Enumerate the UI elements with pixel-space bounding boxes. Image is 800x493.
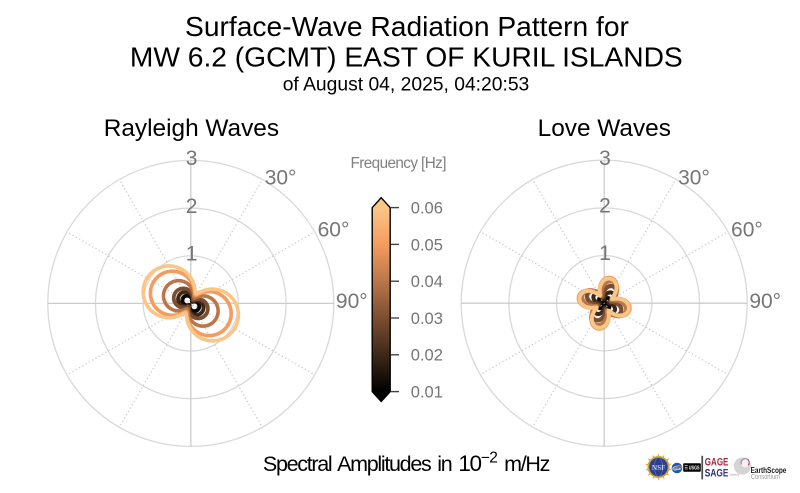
svg-text:Consortium: Consortium [751,472,780,481]
svg-text:NSF: NSF [652,463,666,472]
svg-text:0.04: 0.04 [411,273,443,291]
svg-text:2: 2 [186,195,198,218]
svg-text:90°: 90° [749,290,781,313]
svg-text:0.06: 0.06 [411,200,443,218]
svg-text:EarthScope: EarthScope [751,466,787,475]
svg-text:0.02: 0.02 [411,347,443,365]
svg-text:Love Waves: Love Waves [538,115,671,142]
svg-text:NASA: NASA [674,467,682,471]
svg-text:2: 2 [599,195,611,218]
svg-text:60°: 60° [318,219,350,242]
svg-text:1: 1 [186,242,198,265]
svg-text:0.05: 0.05 [411,236,443,254]
svg-text:Operated by: Operated by [730,472,740,476]
svg-text:MW 6.2 (GCMT) EAST OF KURIL IS: MW 6.2 (GCMT) EAST OF KURIL ISLANDS [130,41,683,73]
svg-text:of August 04, 2025, 04:20:53: of August 04, 2025, 04:20:53 [283,75,530,96]
svg-text:SAGE: SAGE [705,467,729,479]
svg-text:GAGE: GAGE [705,456,729,468]
svg-text:90°: 90° [336,290,368,313]
svg-text:Spectral Amplitudes in 10−2 m/: Spectral Amplitudes in 10−2 m/Hz [263,450,550,477]
svg-text:Rayleigh Waves: Rayleigh Waves [104,115,279,142]
svg-text:Frequency [Hz]: Frequency [Hz] [351,155,447,172]
svg-text:30°: 30° [678,166,710,189]
svg-text:30°: 30° [265,167,297,190]
svg-text:1: 1 [599,242,611,265]
svg-text:Surface-Wave Radiation Pattern: Surface-Wave Radiation Pattern for [185,10,629,42]
svg-text:3: 3 [599,147,611,170]
svg-text:60°: 60° [731,219,763,242]
svg-text:0.03: 0.03 [411,310,443,328]
svg-text:USGS: USGS [689,466,700,472]
svg-text:3: 3 [186,147,198,170]
svg-text:0.01: 0.01 [411,384,443,402]
